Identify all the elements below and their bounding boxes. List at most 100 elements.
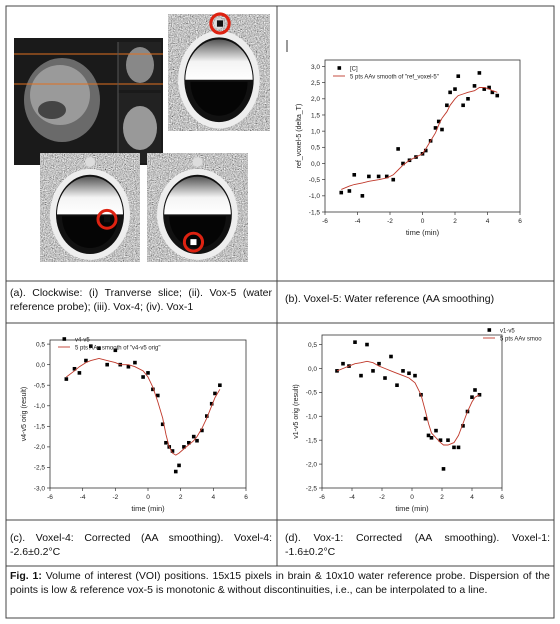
data-point — [466, 97, 470, 101]
data-point — [146, 371, 150, 375]
figure-text: Volume of interest (VOI) positions. 15x1… — [10, 570, 551, 596]
y-tick-label: 0,0 — [36, 362, 45, 369]
data-point — [218, 383, 222, 388]
data-point — [200, 428, 204, 433]
data-point — [495, 93, 500, 98]
data-point — [429, 435, 434, 440]
data-point — [487, 85, 491, 90]
data-point — [426, 433, 431, 438]
y-axis-label: v1-v5 orig (result) — [293, 384, 300, 438]
data-point — [376, 174, 381, 179]
y-axis-label: v4-v5 orig (result) — [21, 387, 28, 441]
data-point — [141, 375, 145, 379]
plot-frame — [321, 334, 503, 489]
y-tick-label: 0,5 — [308, 342, 317, 349]
data-point — [482, 87, 487, 91]
chart-vox1: -6 -4 -2 0 2 4 6 0,5 0,0 -0,5 -1,0 -1,5 -2,0 -2,5 time… — [293, 328, 542, 513]
data-point — [113, 348, 118, 353]
data-point — [360, 194, 365, 198]
x-tick-label: 0 — [146, 494, 150, 501]
x-tick-label: 4 — [470, 494, 474, 501]
x-tick-label: -2 — [387, 218, 393, 225]
chart-voxel4: -6 -4 -2 0 2 4 6 0,5 0,0 -0,5 -1,0 -1,5 -2,0 -2,5 -3,0… — [21, 337, 248, 513]
y-tick-label: -1,5 — [309, 209, 321, 216]
y-tick-label: 3,0 — [311, 64, 320, 71]
data-point — [423, 416, 428, 421]
chart-voxel5: -6 -4 -2 0 2 4 6 3,0 2,5 2,0 1,5 1,0 0,5 0,0 -0,5 -1,0 -… — [296, 59, 522, 237]
y-tick-label: -1,0 — [306, 414, 318, 421]
data-point — [133, 360, 137, 365]
data-point — [440, 127, 444, 132]
legend-label: [C] — [350, 66, 358, 72]
data-point — [446, 438, 450, 442]
data-point — [441, 467, 446, 471]
data-point — [365, 342, 369, 347]
y-tick-label: -2,5 — [306, 485, 318, 492]
y-tick-label: 2,0 — [311, 96, 320, 103]
legend-label: v4-v5 — [75, 337, 90, 343]
data-point — [456, 74, 461, 78]
data-point — [359, 373, 363, 378]
y-tick-label: -0,5 — [34, 383, 46, 390]
x-tick-label: -4 — [355, 218, 361, 225]
data-point — [461, 424, 465, 428]
data-point — [347, 189, 352, 193]
data-point — [407, 371, 411, 376]
data-point — [191, 434, 196, 439]
data-point — [352, 173, 357, 177]
data-point — [64, 377, 69, 381]
x-tick-label: 0 — [421, 218, 425, 225]
data-point — [205, 414, 209, 418]
x-tick-label: -6 — [319, 494, 325, 501]
x-tick-label: -6 — [47, 494, 53, 501]
data-point — [377, 361, 381, 366]
y-tick-label: 1,5 — [311, 112, 320, 119]
figure-caption: Fig. 1: Volume of interest (VOI) positio… — [10, 569, 550, 597]
data-point — [97, 346, 101, 351]
x-tick-label: 2 — [453, 218, 457, 225]
data-point — [383, 376, 387, 380]
x-tick-label: 2 — [179, 494, 183, 501]
data-point — [371, 369, 375, 373]
x-tick-label: 0 — [410, 494, 414, 501]
data-point — [413, 373, 417, 378]
caption: (b). Voxel-5: Water reference (AA smooth… — [285, 293, 495, 305]
x-tick-label: -4 — [349, 494, 355, 501]
data-point — [473, 388, 477, 392]
x-tick-label: -6 — [322, 218, 328, 225]
data-point — [401, 161, 405, 166]
data-point — [472, 84, 477, 88]
data-point — [173, 469, 178, 474]
y-tick-label: -2,0 — [306, 461, 318, 468]
legend-label: 5 pts AAv smooth of "v4-v5 orig" — [75, 345, 161, 351]
data-point — [72, 366, 77, 371]
data-point — [396, 147, 400, 151]
x-tick-label: 6 — [518, 218, 522, 225]
y-axis-label: ref_voxel-5 (delta_T) — [296, 104, 303, 169]
data-point — [445, 103, 449, 108]
data-point — [434, 428, 438, 433]
data-point — [105, 362, 109, 367]
data-point — [84, 358, 88, 363]
x-axis-label: time (min) — [406, 228, 440, 237]
table-border — [5, 5, 555, 619]
data-point — [164, 440, 168, 445]
data-point — [182, 445, 186, 449]
legend-label: 5 pts AAv smoo — [500, 336, 542, 342]
data-point — [384, 174, 389, 179]
mri-vox1 — [147, 153, 248, 262]
data-point — [401, 369, 405, 373]
data-point — [436, 119, 441, 124]
x-tick-label: -2 — [112, 494, 118, 501]
data-point — [438, 438, 443, 442]
smooth-line — [336, 360, 480, 446]
y-tick-label: 1,0 — [311, 128, 320, 135]
data-point — [170, 449, 175, 453]
legend-marker — [337, 66, 342, 70]
data-point — [461, 103, 465, 108]
x-tick-label: 4 — [486, 218, 490, 225]
figure-label: Fig. 1: — [10, 570, 42, 582]
y-tick-label: -1,5 — [306, 437, 318, 444]
